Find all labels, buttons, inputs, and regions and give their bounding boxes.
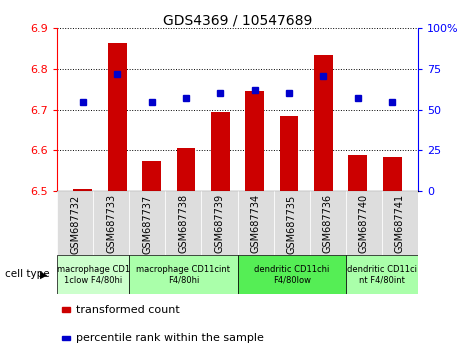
Bar bbox=[165, 191, 201, 255]
Text: GSM687736: GSM687736 bbox=[323, 194, 333, 253]
Text: GSM687739: GSM687739 bbox=[214, 194, 225, 253]
Bar bbox=[383, 156, 401, 191]
Text: macrophage CD1
1clow F4/80hi: macrophage CD1 1clow F4/80hi bbox=[57, 265, 130, 284]
Text: GSM687735: GSM687735 bbox=[286, 194, 297, 253]
Text: GSM687732: GSM687732 bbox=[70, 194, 80, 253]
Text: GSM687741: GSM687741 bbox=[395, 194, 405, 253]
Bar bbox=[348, 155, 367, 191]
Text: cell type: cell type bbox=[5, 269, 49, 279]
Text: macrophage CD11cint
F4/80hi: macrophage CD11cint F4/80hi bbox=[136, 265, 230, 284]
Title: GDS4369 / 10547689: GDS4369 / 10547689 bbox=[163, 13, 312, 27]
Text: GSM687733: GSM687733 bbox=[106, 194, 116, 253]
Bar bbox=[57, 191, 93, 255]
Text: transformed count: transformed count bbox=[76, 305, 180, 315]
Bar bbox=[74, 189, 92, 191]
Bar bbox=[238, 255, 346, 294]
Bar bbox=[201, 191, 238, 255]
Bar bbox=[211, 112, 230, 191]
Bar bbox=[310, 191, 346, 255]
Bar bbox=[93, 191, 129, 255]
Bar bbox=[129, 191, 165, 255]
Bar bbox=[245, 91, 264, 191]
Bar bbox=[314, 55, 333, 191]
Bar bbox=[177, 148, 195, 191]
Bar bbox=[274, 191, 310, 255]
Bar bbox=[108, 42, 127, 191]
Text: GSM687734: GSM687734 bbox=[250, 194, 261, 253]
Text: percentile rank within the sample: percentile rank within the sample bbox=[76, 333, 264, 343]
Text: GSM687740: GSM687740 bbox=[359, 194, 369, 253]
Bar bbox=[238, 191, 274, 255]
Text: ▶: ▶ bbox=[40, 269, 48, 279]
Text: dendritic CD11chi
F4/80low: dendritic CD11chi F4/80low bbox=[254, 265, 329, 284]
Text: dendritic CD11ci
nt F4/80int: dendritic CD11ci nt F4/80int bbox=[347, 265, 417, 284]
Bar bbox=[346, 255, 418, 294]
Bar bbox=[57, 255, 129, 294]
Bar bbox=[382, 191, 418, 255]
Bar bbox=[280, 116, 298, 191]
Bar bbox=[129, 255, 238, 294]
Bar bbox=[346, 191, 382, 255]
Text: GSM687738: GSM687738 bbox=[178, 194, 189, 253]
Text: GSM687737: GSM687737 bbox=[142, 194, 152, 253]
Bar bbox=[142, 161, 161, 191]
